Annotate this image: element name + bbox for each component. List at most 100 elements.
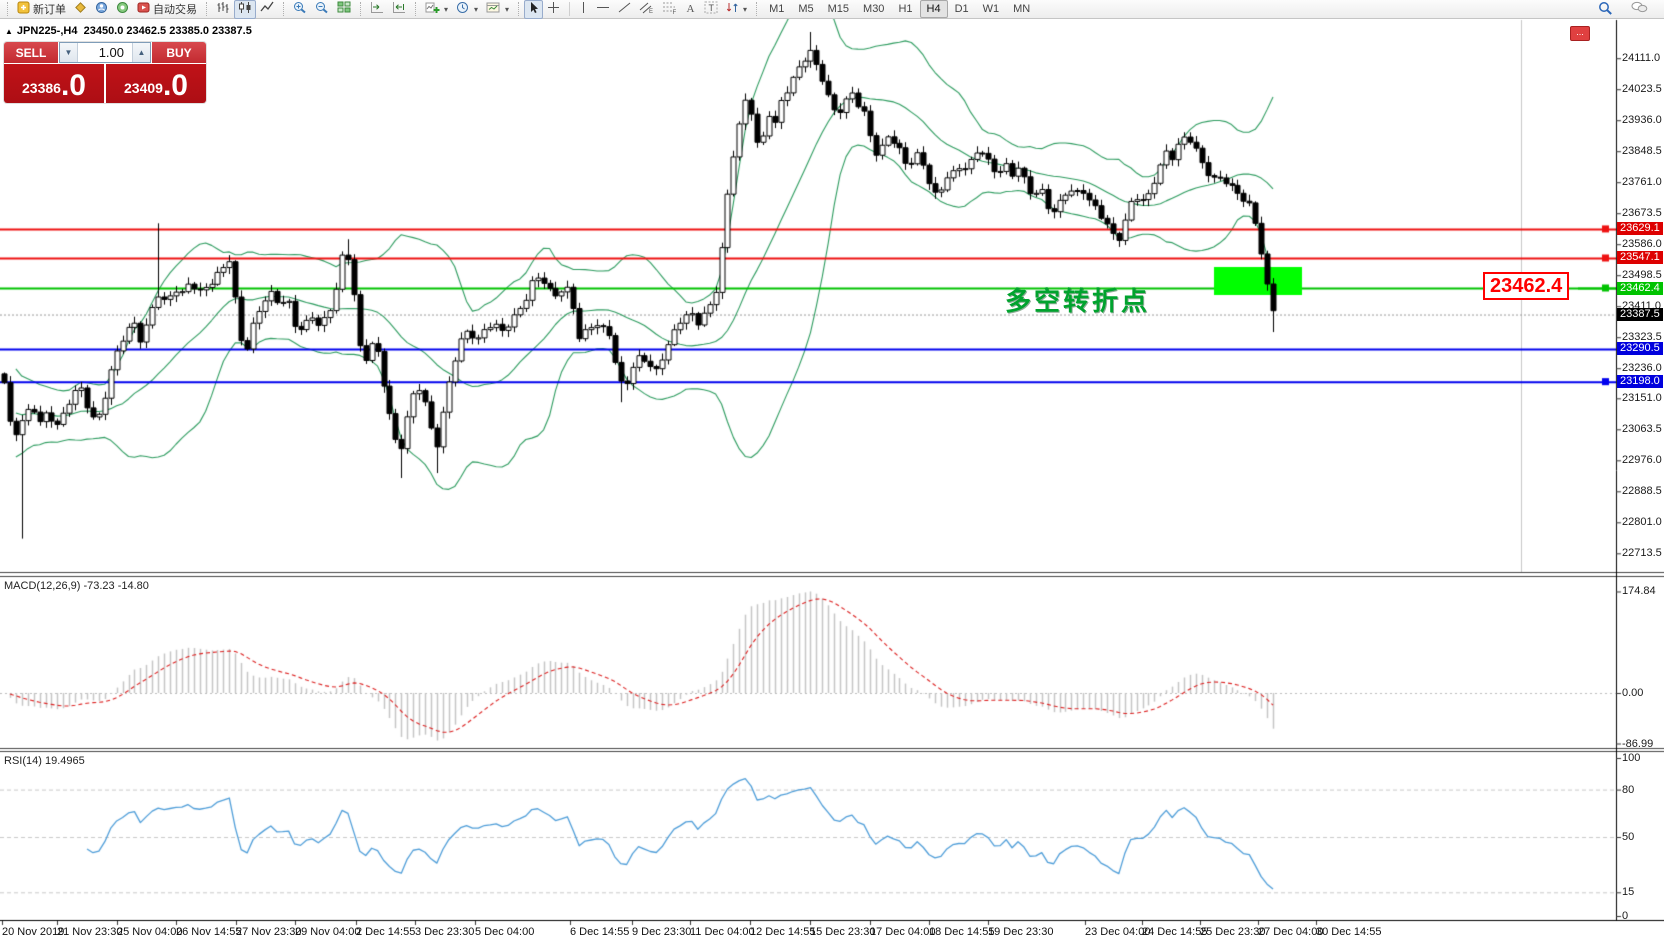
- volume-increase-button[interactable]: ▲: [132, 43, 150, 62]
- volume-value[interactable]: 1.00: [98, 45, 124, 60]
- price-level-tag[interactable]: 23462.4: [1483, 272, 1570, 300]
- arrows-button[interactable]: ▾: [722, 0, 751, 19]
- price-tick-label: 22713.5: [1622, 547, 1662, 560]
- trendline-button[interactable]: [614, 0, 635, 19]
- timeframe-m5[interactable]: M5: [798, 3, 814, 15]
- price-tick-label: 23498.5: [1622, 269, 1662, 282]
- main-toolbar: 新订单 自动交易 ▾ ▾ ▾ E F A T ▾ M1 M5 M15 M30 H1 H4 D1 W1 MN: [0, 0, 1664, 19]
- candles-icon: [238, 1, 252, 17]
- time-axis-label: 9 Dec 23:30: [632, 926, 692, 938]
- chevron-down-icon: ▾: [743, 4, 748, 14]
- autotrading-button[interactable]: 自动交易: [133, 0, 201, 19]
- chart-text-annotation[interactable]: 多空转折点: [1005, 286, 1151, 316]
- pluschart-icon: [425, 1, 440, 17]
- toolbar-grip: [518, 2, 520, 16]
- time-axis-label: 27 Nov 23:30: [236, 926, 302, 938]
- template-icon: [486, 1, 501, 17]
- clock-icon: [456, 1, 470, 17]
- fibo-icon: F: [662, 1, 677, 17]
- price-tick-label: 24111.0: [1622, 52, 1661, 65]
- chartshift-icon: [392, 1, 406, 17]
- price-tick-label: 24023.5: [1622, 83, 1662, 96]
- new-order-button-label: 新订单: [33, 4, 66, 16]
- zoomout-icon: [315, 1, 329, 17]
- autoscroll-icon: [370, 1, 384, 17]
- bar-chart-button[interactable]: [212, 0, 234, 19]
- hline-icon: [596, 1, 610, 17]
- price-tick-label: 23586.0: [1622, 238, 1662, 251]
- chevron-down-icon: ▾: [444, 4, 449, 14]
- metaeditor-button[interactable]: [70, 0, 91, 19]
- svg-text:E: E: [649, 9, 653, 14]
- vertical-line-button[interactable]: [575, 0, 592, 19]
- line-chart-button[interactable]: [256, 0, 278, 19]
- templates-button[interactable]: ▾: [482, 0, 513, 19]
- new-chart-button[interactable]: ▾: [421, 0, 452, 19]
- buy-price-display[interactable]: 23409.0: [106, 64, 206, 103]
- price-line-badge: 23629.1: [1617, 222, 1663, 236]
- time-axis-label: 18 Dec 14:55: [929, 926, 995, 938]
- timeframe-m1[interactable]: M1: [769, 3, 785, 15]
- price-tick-label: 23063.5: [1622, 423, 1662, 436]
- tile-windows-button[interactable]: [333, 0, 355, 19]
- collapse-triangle-icon[interactable]: ▲: [5, 27, 13, 36]
- price-tick-label: 23673.5: [1622, 207, 1662, 220]
- timeframe-h1[interactable]: H1: [898, 3, 913, 15]
- toolbar-grip: [756, 2, 758, 16]
- sell-price-frac: .0: [60, 69, 86, 102]
- candlestick-chart-button[interactable]: [234, 0, 256, 19]
- arrows-icon: [726, 1, 739, 17]
- chat-button[interactable]: [1627, 0, 1652, 19]
- time-axis-label: 29 Nov 04:00: [295, 926, 361, 938]
- diamond-icon: [74, 1, 87, 17]
- auto-scroll-button[interactable]: [366, 0, 388, 19]
- time-axis-label: 19 Dec 23:30: [988, 926, 1054, 938]
- timeframe-m15[interactable]: M15: [827, 3, 850, 15]
- chart-alert-icon[interactable]: ...: [1570, 26, 1590, 41]
- timeframe-mn[interactable]: MN: [1013, 3, 1031, 15]
- signal-icon: [116, 1, 129, 17]
- signals-button[interactable]: [112, 0, 133, 19]
- macd-tick-label: 174.84: [1622, 585, 1656, 598]
- volume-decrease-button[interactable]: ▼: [60, 43, 78, 62]
- timeframe-d1[interactable]: D1: [954, 3, 969, 15]
- crosshair-button[interactable]: [543, 0, 564, 19]
- timeframe-w1[interactable]: W1: [982, 3, 1000, 15]
- terminal-window-button[interactable]: [91, 0, 112, 19]
- zoom-in-button[interactable]: [289, 0, 311, 19]
- time-axis-label: 30 Dec 14:55: [1316, 926, 1382, 938]
- new-order-button[interactable]: 新订单: [13, 0, 70, 19]
- toolbar-grip: [7, 2, 8, 16]
- price-line-badge: 23290.5: [1617, 342, 1663, 356]
- volume-field: ▼ 1.00 ▲: [59, 42, 151, 63]
- equidistant-channel-button[interactable]: E: [635, 0, 658, 19]
- sell-price-main: 23386: [22, 80, 61, 96]
- symbol-period-label: JPN225-,H4: [16, 25, 78, 37]
- chart-title: ▲ JPN225-,H4 23450.0 23462.5 23385.0 2338…: [5, 25, 252, 37]
- timeframe-h4[interactable]: H4: [919, 0, 948, 18]
- timeframe-m30[interactable]: M30: [863, 3, 885, 15]
- periods-button[interactable]: ▾: [452, 0, 482, 19]
- text-button[interactable]: A: [681, 0, 700, 19]
- chart-shift-button[interactable]: [388, 0, 410, 19]
- horizontal-line-button[interactable]: [592, 0, 614, 19]
- fibonacci-button[interactable]: F: [658, 0, 681, 19]
- vline-icon: [579, 1, 588, 17]
- text-label-button[interactable]: T: [700, 0, 722, 19]
- crosshair-icon: [547, 1, 560, 17]
- time-axis-label: 27 Dec 04:00: [1258, 926, 1324, 938]
- svg-text:F: F: [673, 10, 677, 14]
- sell-button[interactable]: SELL: [4, 42, 58, 63]
- rsi-tick-label: 15: [1622, 886, 1635, 899]
- time-axis-label: 15 Dec 23:30: [810, 926, 876, 938]
- time-axis-label: 21 Nov 23:30: [57, 926, 123, 938]
- toolbar-grip: [360, 2, 361, 16]
- search-button[interactable]: [1594, 0, 1617, 19]
- textA-icon: A: [685, 1, 696, 17]
- toolbar-grip: [283, 2, 284, 16]
- zoom-out-button[interactable]: [311, 0, 333, 19]
- sell-price-display[interactable]: 23386.0: [4, 64, 104, 103]
- buy-button[interactable]: BUY: [152, 42, 206, 63]
- cursor-button[interactable]: [524, 0, 544, 19]
